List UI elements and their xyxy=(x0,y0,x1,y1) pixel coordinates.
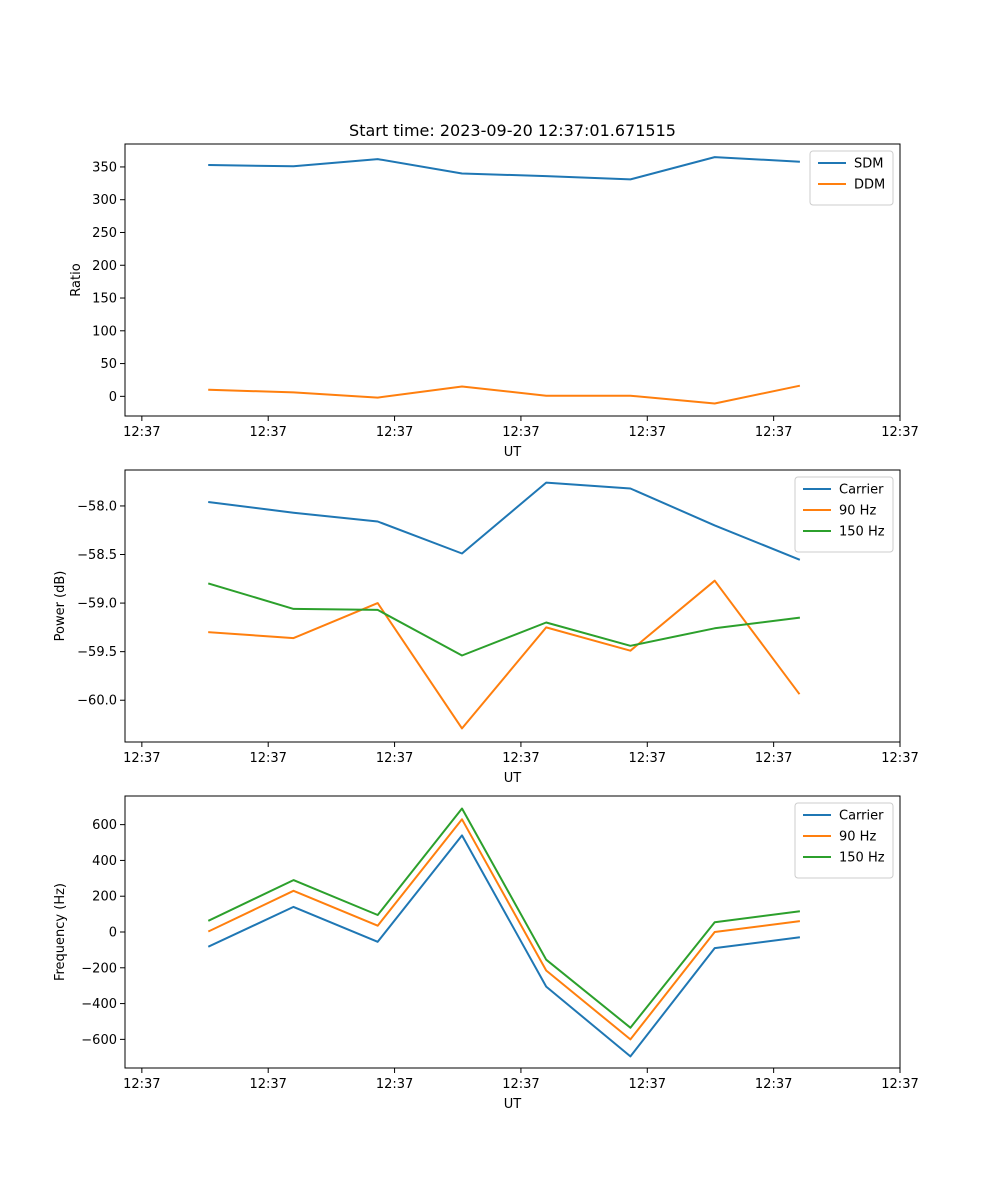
x-tick-label: 12:37 xyxy=(123,1077,160,1092)
y-tick-label: −60.0 xyxy=(77,694,117,709)
x-tick-label: 12:37 xyxy=(376,425,413,440)
x-tick-label: 12:37 xyxy=(249,425,286,440)
legend-label: SDM xyxy=(854,157,883,172)
series-line-carrier xyxy=(208,481,801,561)
x-tick-label: 12:37 xyxy=(881,751,918,766)
y-tick-label: −59.5 xyxy=(77,645,117,660)
series-line-90-hz xyxy=(207,818,801,1041)
series-line-90-hz xyxy=(208,579,801,730)
y-tick-label: 150 xyxy=(92,292,117,307)
x-tick-label: 12:37 xyxy=(755,1077,792,1092)
plot-frame xyxy=(124,795,901,1069)
y-axis-label: Frequency (Hz) xyxy=(53,883,68,981)
y-tick-label: −200 xyxy=(81,961,117,976)
legend-label: Carrier xyxy=(839,483,884,498)
panel-2: 12:37 12:37 12:37 12:37 12:37 12:37 12:37 −60.0… xyxy=(53,469,919,786)
x-tick-label: 12:37 xyxy=(755,425,792,440)
y-tick-label: −59.0 xyxy=(77,597,117,612)
legend-label: DDM xyxy=(854,178,885,193)
x-tick-label: 12:37 xyxy=(629,425,666,440)
y-tick-label: 400 xyxy=(92,854,117,869)
y-tick-label: 100 xyxy=(92,324,117,339)
series-line-carrier xyxy=(207,834,801,1058)
y-tick-label: 0 xyxy=(109,390,117,405)
x-tick-label: 12:37 xyxy=(376,1077,413,1092)
legend-label: 90 Hz xyxy=(839,504,876,519)
x-tick-label: 12:37 xyxy=(123,425,160,440)
x-tick-label: 12:37 xyxy=(502,751,539,766)
x-axis-label: UT xyxy=(504,771,522,786)
legend-box xyxy=(809,150,894,206)
series-line-150-hz xyxy=(207,582,801,657)
x-tick-label: 12:37 xyxy=(629,1077,666,1092)
series-line-ddm xyxy=(208,384,801,405)
legend-label: 150 Hz xyxy=(839,851,885,866)
y-tick-label: 200 xyxy=(92,259,117,274)
y-tick-label: −600 xyxy=(81,1033,117,1048)
plot-frame xyxy=(124,469,901,743)
legend-box xyxy=(794,802,894,879)
y-axis-label: Power (dB) xyxy=(53,571,68,642)
x-tick-label: 12:37 xyxy=(881,425,918,440)
x-axis-label: UT xyxy=(504,445,522,460)
x-tick-label: 12:37 xyxy=(123,751,160,766)
x-tick-label: 12:37 xyxy=(249,1077,286,1092)
plot-frame xyxy=(124,143,901,417)
legend-label: Carrier xyxy=(839,809,884,824)
legend-box xyxy=(794,476,894,553)
figure-title: Start time: 2023-09-20 12:37:01.671515 xyxy=(349,121,676,140)
y-tick-label: −58.0 xyxy=(77,499,117,514)
y-tick-label: 0 xyxy=(109,926,117,941)
legend-label: 150 Hz xyxy=(839,525,885,540)
panels: 12:37 12:37 12:37 12:37 12:37 12:37 12:37 0 50 10… xyxy=(53,143,919,1112)
y-tick-label: 50 xyxy=(100,357,117,372)
y-tick-label: 600 xyxy=(92,818,117,833)
x-tick-label: 12:37 xyxy=(502,425,539,440)
panel-3: 12:37 12:37 12:37 12:37 12:37 12:37 12:37 −600 −… xyxy=(53,795,919,1112)
panel-1: 12:37 12:37 12:37 12:37 12:37 12:37 12:37 0 50 10… xyxy=(69,143,919,460)
x-tick-label: 12:37 xyxy=(249,751,286,766)
series-line-150-hz xyxy=(207,807,801,1029)
y-tick-label: 350 xyxy=(92,160,117,175)
x-tick-label: 12:37 xyxy=(376,751,413,766)
y-tick-label: −58.5 xyxy=(77,548,117,563)
x-tick-label: 12:37 xyxy=(629,751,666,766)
y-axis-label: Ratio xyxy=(69,263,84,296)
series-line-sdm xyxy=(208,156,800,181)
legend-label: 90 Hz xyxy=(839,830,876,845)
y-tick-label: −400 xyxy=(81,997,117,1012)
x-axis-label: UT xyxy=(504,1097,522,1112)
y-tick-label: 300 xyxy=(92,193,117,208)
x-tick-label: 12:37 xyxy=(755,751,792,766)
y-tick-label: 200 xyxy=(92,890,117,905)
y-tick-label: 250 xyxy=(92,226,117,241)
x-tick-label: 12:37 xyxy=(502,1077,539,1092)
x-tick-label: 12:37 xyxy=(881,1077,918,1092)
